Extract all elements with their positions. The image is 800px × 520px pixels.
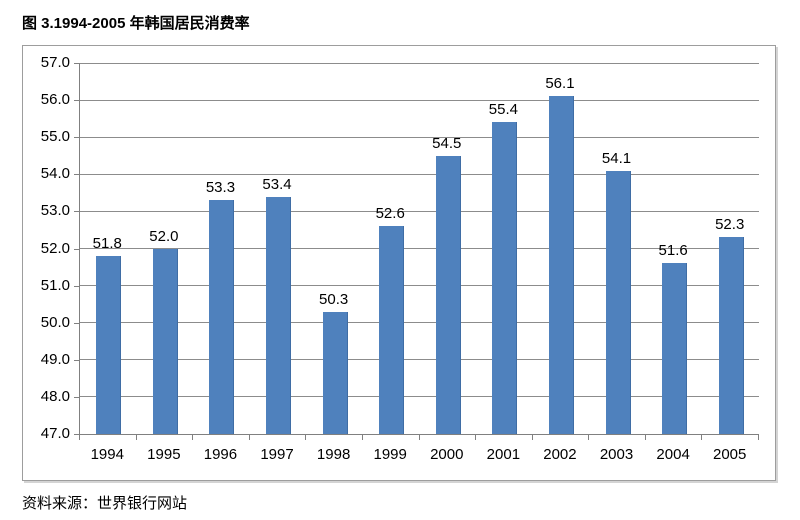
bar-value-label: 52.0: [149, 227, 179, 245]
y-axis-tick-label: 54.0: [40, 165, 70, 183]
bar-value-label: 51.8: [92, 234, 122, 252]
x-axis-tick-label: 2005: [713, 446, 747, 463]
y-axis-tick: [74, 434, 79, 435]
x-axis-tick-label: 1999: [373, 446, 407, 463]
bar-value-label: 54.1: [601, 149, 632, 167]
bar-value-label: 55.4: [488, 101, 518, 119]
y-axis-tick-label: 51.0: [40, 276, 70, 294]
bar-value-label: 53.3: [205, 179, 236, 197]
x-axis-tick-label: 1997: [260, 446, 294, 463]
gridline: [80, 322, 759, 324]
bar: [548, 96, 574, 434]
bar: [662, 263, 688, 434]
x-axis-tick-label: 1998: [316, 446, 351, 463]
bar: [435, 155, 461, 434]
chart-frame: 47.0 48.0 49.0 50.0 51.0 52.0 53.0 54.0 55.0 56.0…: [22, 45, 776, 481]
bar-value-label: 50.3: [319, 290, 349, 308]
bar-value-label: 54.5: [432, 134, 462, 152]
x-axis-tick-label: 1996: [203, 446, 238, 463]
bar: [96, 255, 122, 434]
gridline: [80, 210, 759, 212]
y-axis-tick-label: 53.0: [40, 202, 70, 220]
y-axis-tick: [74, 322, 79, 324]
plot-area: [79, 62, 759, 435]
bar: [152, 248, 178, 434]
gridline: [80, 285, 759, 287]
bar: [266, 196, 292, 434]
y-axis-tick: [74, 285, 79, 287]
bar: [379, 226, 405, 434]
x-axis-tick: [701, 435, 703, 440]
x-axis-tick-label: 1994: [90, 446, 124, 463]
x-axis-tick-label: 1995: [147, 446, 181, 463]
gridline: [80, 248, 759, 249]
bar-value-label: 52.3: [715, 216, 745, 234]
y-axis-tick-label: 47.0: [40, 425, 70, 442]
bar-value-label: 51.6: [658, 242, 688, 260]
bar-value-label: 56.1: [545, 75, 575, 93]
gridline: [80, 359, 759, 361]
y-axis-tick: [74, 211, 79, 213]
y-axis-tick: [74, 63, 79, 64]
x-axis-tick: [248, 435, 250, 440]
x-axis-tick-label: 2003: [599, 446, 634, 463]
x-axis-tick: [475, 435, 477, 440]
x-axis-tick-label: 2001: [486, 446, 521, 463]
y-axis-tick: [74, 137, 79, 139]
y-axis-tick-label: 50.0: [40, 313, 70, 331]
x-axis-tick-label: 2002: [543, 446, 577, 463]
gridline: [80, 136, 759, 138]
y-axis-tick-label: 55.0: [40, 128, 70, 146]
x-axis-tick: [644, 435, 646, 440]
gridline: [80, 396, 759, 398]
x-axis-tick: [531, 435, 533, 440]
bar: [209, 200, 235, 434]
bar: [605, 170, 631, 434]
y-axis-tick: [74, 174, 79, 176]
gridline: [80, 173, 759, 175]
x-axis-tick: [305, 435, 307, 440]
x-axis-tick: [79, 435, 80, 440]
y-axis-tick-label: 48.0: [40, 387, 70, 405]
bar: [718, 237, 744, 434]
x-axis-tick: [361, 435, 363, 440]
x-axis-tick: [192, 435, 194, 440]
y-axis-tick-label: 52.0: [40, 239, 70, 257]
y-axis-tick-label: 56.0: [40, 91, 70, 109]
gridline: [80, 99, 759, 101]
gridline: [80, 62, 759, 64]
x-axis-tick: [588, 435, 590, 440]
y-axis-tick: [74, 248, 79, 250]
chart-title: 图 3.1994-2005 年韩国居民消费率: [22, 15, 250, 32]
bar: [322, 311, 348, 434]
x-axis-tick: [135, 435, 137, 440]
x-axis-tick: [758, 435, 759, 440]
x-axis-tick: [418, 435, 420, 440]
source-note: 资料来源：世界银行网站: [22, 495, 188, 512]
y-axis-tick: [74, 100, 79, 102]
bar-value-label: 53.4: [262, 175, 292, 193]
y-axis-tick: [74, 359, 79, 361]
x-axis-tick-label: 2004: [656, 446, 690, 463]
y-axis-tick-label: 49.0: [40, 350, 70, 368]
y-axis-tick: [74, 396, 79, 398]
bar: [492, 122, 518, 434]
x-axis-tick-label: 2000: [430, 446, 464, 463]
bar-value-label: 52.6: [375, 205, 405, 223]
y-axis-tick-label: 57.0: [40, 54, 70, 71]
